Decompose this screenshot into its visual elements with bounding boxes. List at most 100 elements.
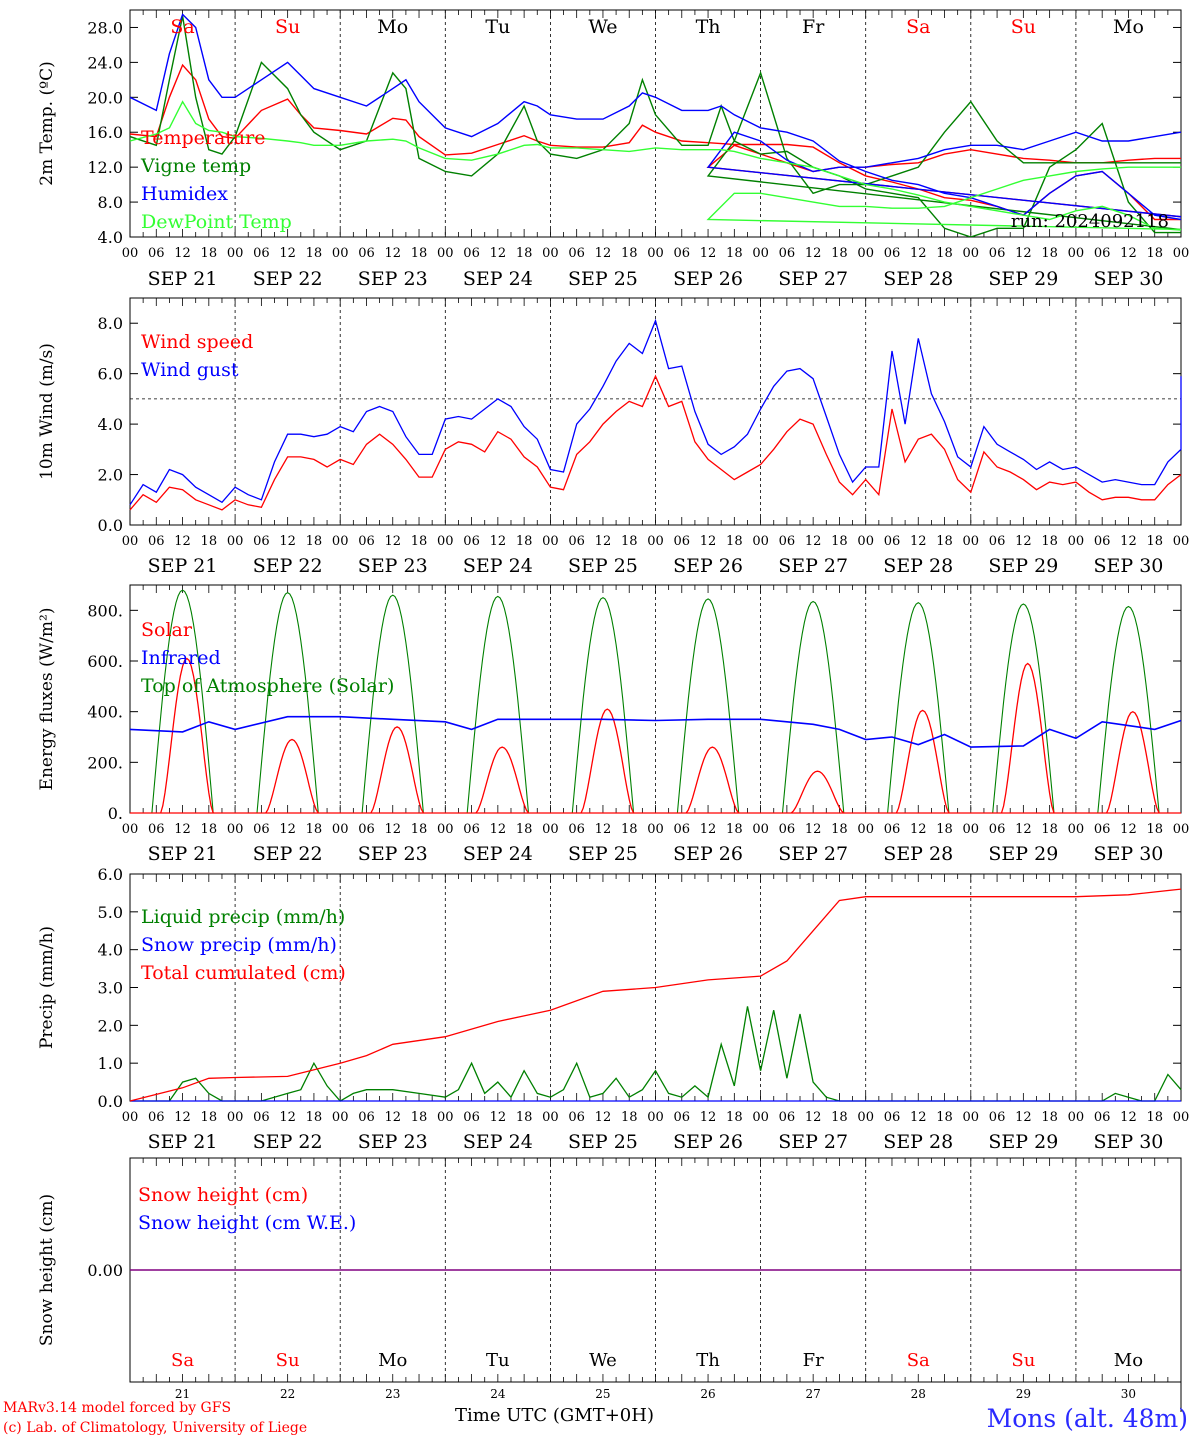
hour-tick-label: 18 — [936, 246, 953, 261]
series-line-solar — [1002, 664, 1055, 814]
hour-tick-label: 00 — [647, 534, 664, 549]
hour-tick-label: 00 — [332, 246, 349, 261]
forecast-chart: 4.0 8.0 12.0 16.0 20.0 24.0 28.0 2m Temp. (ºC) T… — [0, 0, 1194, 1440]
series-line-solar — [791, 771, 844, 813]
date-label: SEP 28 — [883, 268, 953, 290]
hour-tick-label: 00 — [647, 822, 664, 837]
date-label: SEP 27 — [778, 268, 848, 290]
hour-tick-label: 06 — [253, 1110, 270, 1125]
y-tick-label: 8.0 — [98, 314, 123, 333]
date-label: SEP 25 — [568, 268, 638, 290]
hour-tick-label: 00 — [122, 1110, 139, 1125]
hour-tick-label: 00 — [227, 534, 244, 549]
hour-tick-label: 06 — [674, 822, 691, 837]
y-tick-label: 200. — [87, 753, 123, 772]
series-line-solar — [266, 740, 319, 814]
y-axis-title: 2m Temp. (ºC) — [37, 61, 57, 186]
date-label: SEP 22 — [253, 555, 323, 577]
date-label: SEP 23 — [358, 1131, 428, 1153]
hour-tick-label: 12 — [490, 246, 507, 261]
hour-tick-label: 06 — [568, 822, 585, 837]
date-label: SEP 23 — [358, 843, 428, 865]
legend-entry: Wind gust — [141, 359, 239, 381]
hour-tick-label: 18 — [936, 1110, 953, 1125]
hour-tick-label: 18 — [831, 822, 848, 837]
panel-3: 0.200.400.600.800.Energy fluxes (W/m²) So… — [37, 585, 1189, 865]
hour-tick-label: 00 — [963, 822, 980, 837]
meteogram-svg: 4.08.012.016.020.024.028.02m Temp. (ºC) T… — [0, 0, 1194, 1440]
hour-tick-label: 00 — [1068, 1110, 1085, 1125]
hour-tick-label: 12 — [700, 534, 717, 549]
panel-1: 4.0 8.0 12.0 16.0 20.0 24.0 28.0 2m Temp. (ºC) T… — [37, 10, 1194, 290]
station-name: Mons (alt. 48m) — [987, 1404, 1188, 1433]
hour-tick-label: 06 — [779, 1110, 796, 1125]
hour-tick-label: 12 — [700, 1110, 717, 1125]
date-label: SEP 28 — [883, 1131, 953, 1153]
y-tick-label: 0. — [108, 804, 123, 823]
hour-tick-label: 06 — [779, 822, 796, 837]
hour-tick-label: 00 — [752, 1110, 769, 1125]
day-abbr-label: We — [588, 16, 617, 38]
hour-tick-label: 18 — [726, 1110, 743, 1125]
hour-tick-label: 06 — [674, 534, 691, 549]
hour-tick-label: 06 — [253, 822, 270, 837]
y-tick-label: 24.0 — [87, 53, 123, 72]
hour-tick-label: 06 — [148, 246, 165, 261]
hour-tick-label: 18 — [831, 246, 848, 261]
day-abbr-label: Su — [1011, 16, 1036, 38]
y-tick-label: 4.0 — [98, 415, 123, 434]
hour-tick-label: 18 — [201, 822, 218, 837]
y-tick-label: 2.0 — [98, 466, 123, 485]
hour-tick-label: 00 — [1173, 822, 1190, 837]
hour-tick-label: 18 — [1041, 534, 1058, 549]
series-line-toa-solar — [572, 598, 633, 813]
hour-tick-label: 06 — [148, 1110, 165, 1125]
hour-tick-label: 00 — [857, 246, 874, 261]
date-label: SEP 30 — [1094, 268, 1164, 290]
hour-tick-label: 12 — [1015, 1110, 1032, 1125]
hour-tick-label: 06 — [358, 1110, 375, 1125]
hour-tick-label: 06 — [884, 1110, 901, 1125]
hour-tick-label: 18 — [306, 822, 323, 837]
hour-tick-label: 06 — [779, 534, 796, 549]
day-abbr-label: Tu — [486, 1350, 510, 1371]
series-line-toa-solar — [677, 599, 738, 813]
series-line-humidex — [130, 14, 1194, 219]
hour-tick-label: 00 — [1173, 534, 1190, 549]
y-axis-title: Precip (mm/h) — [37, 926, 57, 1049]
series-line-toa-solar — [783, 602, 844, 814]
hour-tick-label: 00 — [963, 1110, 980, 1125]
hour-tick-label: 12 — [279, 534, 296, 549]
date-label: SEP 26 — [673, 1131, 743, 1153]
day-number-label: 27 — [806, 1387, 821, 1401]
day-abbr-label: Sa — [171, 1350, 194, 1371]
day-number-label: 30 — [1121, 1387, 1136, 1401]
run-annotation: run: 2024092118 — [1011, 211, 1169, 232]
x-axis-title: Time UTC (GMT+0H) — [455, 1405, 654, 1426]
hour-tick-label: 12 — [1015, 534, 1032, 549]
y-tick-label: 1.0 — [98, 1054, 123, 1073]
legend-entry: Vigne temp — [140, 155, 251, 177]
hour-tick-label: 00 — [963, 534, 980, 549]
hour-tick-label: 00 — [1173, 1110, 1190, 1125]
legend-entry: Total cumulated (cm) — [141, 962, 346, 984]
series-line-temperature — [130, 65, 1194, 220]
day-abbr-label: Mo — [377, 16, 408, 38]
hour-tick-label: 06 — [989, 822, 1006, 837]
date-label: SEP 25 — [568, 843, 638, 865]
hour-tick-label: 12 — [595, 1110, 612, 1125]
hour-tick-label: 06 — [148, 534, 165, 549]
hour-tick-label: 06 — [253, 246, 270, 261]
hour-tick-label: 18 — [201, 246, 218, 261]
day-number-label: 21 — [175, 1387, 190, 1401]
date-label: SEP 25 — [568, 1131, 638, 1153]
hour-tick-label: 12 — [910, 1110, 927, 1125]
hour-tick-label: 00 — [647, 1110, 664, 1125]
hour-tick-label: 06 — [463, 822, 480, 837]
hour-tick-label: 12 — [595, 822, 612, 837]
day-abbr-label: Mo — [378, 1350, 407, 1371]
legend-entry: Snow height (cm W.E.) — [138, 1212, 356, 1234]
day-abbr-label: Su — [275, 16, 300, 38]
day-abbr-label: Th — [696, 16, 721, 38]
date-label: SEP 22 — [253, 268, 323, 290]
